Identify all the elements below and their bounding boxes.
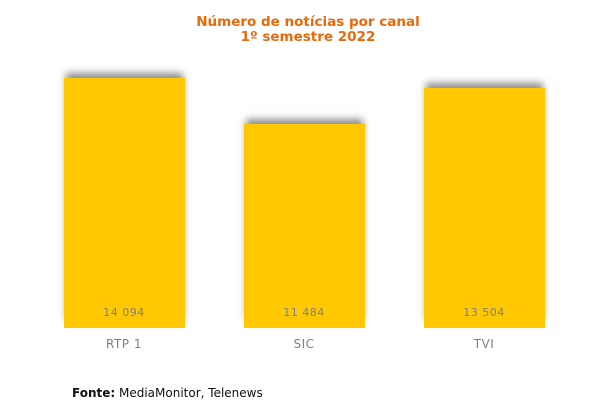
bar-value-label: 13 504 — [463, 306, 505, 319]
chart-subtitle: 1º semestre 2022 — [240, 29, 376, 45]
x-axis-label-tvi: TVI — [473, 337, 495, 351]
x-axis-labels: RTP 1 SIC TVI — [34, 337, 574, 351]
bar-slot: 14 094 — [34, 78, 214, 328]
plot-area: 14 094 11 484 13 504 — [34, 44, 574, 328]
source-text: MediaMonitor, Telenews — [115, 386, 263, 400]
bar-value-label: 14 094 — [103, 306, 145, 319]
bar-rtp-1: 14 094 — [63, 78, 185, 328]
chart-title-block: Número de notícias por canal 1º semestre… — [14, 15, 602, 45]
x-axis-label-sic: SIC — [293, 337, 315, 351]
chart-title: Número de notícias por canal — [196, 14, 420, 30]
source-label: Fonte: — [72, 386, 116, 400]
source-note: Fonte: MediaMonitor, Telenews — [72, 386, 263, 400]
bar-value-label: 11 484 — [283, 306, 325, 319]
bar-slot: 13 504 — [394, 88, 574, 328]
bar-sic: 11 484 — [243, 124, 365, 328]
bar-tvi: 13 504 — [423, 88, 545, 328]
bar-slot: 11 484 — [214, 124, 394, 328]
x-axis-label-rtp-1: RTP 1 — [106, 337, 142, 351]
